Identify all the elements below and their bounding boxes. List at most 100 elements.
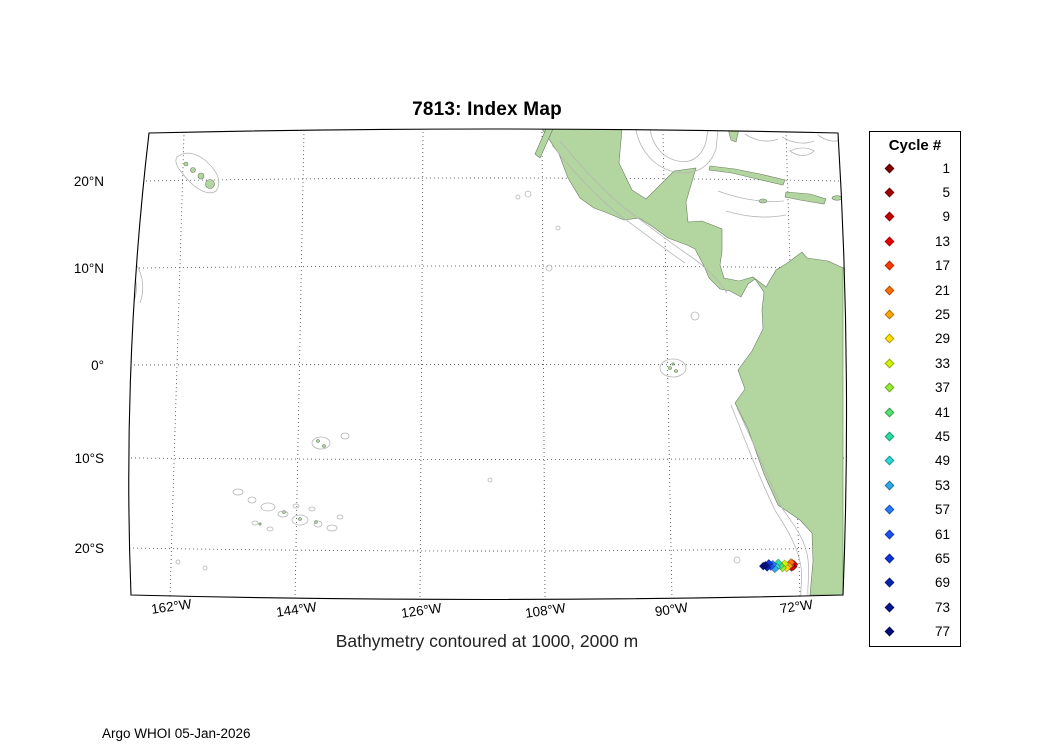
legend-title: Cycle #	[888, 137, 942, 154]
cycle-marker-swatch	[884, 211, 895, 222]
cycle-label: 65	[934, 551, 950, 566]
graticule	[128, 129, 847, 600]
meridian-162w	[169, 132, 185, 597]
florida-tip	[727, 129, 740, 143]
cycle-marker-swatch	[884, 382, 895, 393]
cycle-marker-swatch	[884, 236, 895, 247]
cycle-marker-swatch	[884, 163, 895, 173]
legend-entry: 57	[884, 502, 950, 518]
lat-tick-label: 10°N	[74, 261, 104, 276]
cycle-marker-swatch	[884, 577, 895, 588]
legend-entry: 5	[884, 184, 950, 200]
cycle-marker-swatch	[884, 602, 895, 613]
polynesia-islet	[258, 522, 262, 526]
cycle-marker-swatch	[884, 260, 895, 271]
hawaii-island	[190, 167, 196, 173]
cycle-label: 21	[934, 282, 950, 298]
cuba	[708, 165, 786, 186]
legend-entry: 17	[884, 258, 950, 274]
parallel-0	[133, 364, 847, 366]
legend-entry: 37	[884, 380, 950, 396]
cycle-label: 29	[934, 331, 950, 347]
cycle-marker-swatch	[884, 553, 895, 564]
marquesas-islet	[316, 439, 320, 443]
lon-tick-label: 90°W	[654, 600, 689, 620]
legend-entry: 77	[884, 624, 950, 640]
cycle-marker-swatch	[884, 187, 895, 198]
cycle-label: 1	[942, 160, 950, 176]
lon-tick-label: 144°W	[275, 599, 318, 620]
polynesia-islet	[298, 517, 302, 521]
parallel-20s	[128, 547, 844, 552]
lat-tick-label: 0°	[91, 358, 104, 373]
lat-tick-label: 20°S	[75, 541, 104, 556]
meridian-108w	[541, 129, 546, 600]
land-masses	[183, 129, 844, 596]
marquesas-islet	[322, 444, 326, 448]
americas-landmass	[541, 129, 844, 596]
cycle-label: 37	[934, 380, 950, 396]
lon-tick-label: 72°W	[779, 597, 814, 617]
legend-entry: 33	[884, 355, 950, 371]
legend-entry: 29	[884, 331, 950, 347]
cycle-label: 33	[934, 355, 950, 371]
cycle-label: 73	[934, 599, 950, 615]
legend-entry: 53	[884, 477, 950, 493]
legend-entry: 65	[884, 551, 950, 566]
puerto-rico	[831, 195, 843, 201]
legend-entry: 69	[884, 575, 950, 591]
hispaniola	[784, 191, 827, 205]
galapagos-island	[668, 366, 672, 370]
footer-credit: Argo WHOI 05-Jan-2026	[102, 726, 251, 741]
cycle-label: 77	[934, 624, 950, 640]
cycle-legend: Cycle # 1 5 9 13 17 21 25 29 33 37 41 45 49 53 57 61 65 6…	[869, 131, 961, 647]
bathymetry-contours	[131, 129, 843, 596]
cycle-marker-swatch	[884, 407, 895, 418]
cycle-marker-swatch	[884, 358, 895, 369]
lat-tick-labels: 20°N 10°N 0° 10°S 20°S	[74, 174, 104, 556]
map-border	[128, 128, 848, 601]
legend-entry: 13	[884, 233, 950, 249]
cycle-marker-swatch	[884, 529, 895, 540]
cycle-label: 49	[934, 453, 950, 469]
float-track	[758, 558, 799, 574]
cycle-label: 45	[934, 428, 950, 444]
hawaii-island	[197, 172, 205, 180]
legend-entry: 9	[884, 209, 950, 225]
cycle-label: 41	[934, 404, 950, 420]
cycle-marker-swatch	[884, 480, 895, 491]
hawaii-island	[183, 161, 189, 167]
galapagos-island	[671, 362, 675, 366]
legend-entry: 61	[884, 526, 950, 542]
cycle-marker-swatch	[884, 626, 895, 637]
cycle-label: 69	[934, 575, 950, 591]
legend-entry: 21	[884, 282, 950, 298]
cycle-label: 57	[934, 502, 950, 518]
cycle-label: 17	[934, 258, 950, 274]
legend-entry: 25	[884, 306, 950, 322]
legend-entry: 73	[884, 599, 950, 615]
cycle-label: 5	[942, 184, 950, 200]
figure-title: 7813: Index Map	[412, 99, 562, 120]
lat-tick-label: 10°S	[75, 451, 104, 466]
cycle-label: 25	[934, 306, 950, 322]
bathymetry-caption: Bathymetry contoured at 1000, 2000 m	[335, 631, 639, 651]
legend-entries: 1 5 9 13 17 21 25 29 33 37 41 45 49 53 57 61 65 69 73 77	[870, 154, 960, 640]
galapagos-island	[674, 369, 678, 373]
cycle-marker-swatch	[884, 431, 895, 442]
cycle-label: 13	[934, 233, 950, 249]
cycle-label: 61	[934, 526, 950, 542]
meridian-126w	[419, 129, 424, 600]
cycle-marker-swatch	[884, 504, 895, 515]
lon-tick-labels: 162°W 144°W 126°W 108°W 90°W 72°W	[150, 596, 814, 621]
parallel-20n	[145, 177, 841, 182]
legend-entry: 41	[884, 404, 950, 420]
parallel-10s	[130, 457, 846, 460]
lon-tick-label: 108°W	[524, 600, 567, 621]
legend-entry: 45	[884, 428, 950, 444]
lat-tick-label: 20°N	[74, 174, 104, 189]
cycle-label: 9	[942, 209, 950, 225]
cycle-label: 53	[934, 477, 950, 493]
